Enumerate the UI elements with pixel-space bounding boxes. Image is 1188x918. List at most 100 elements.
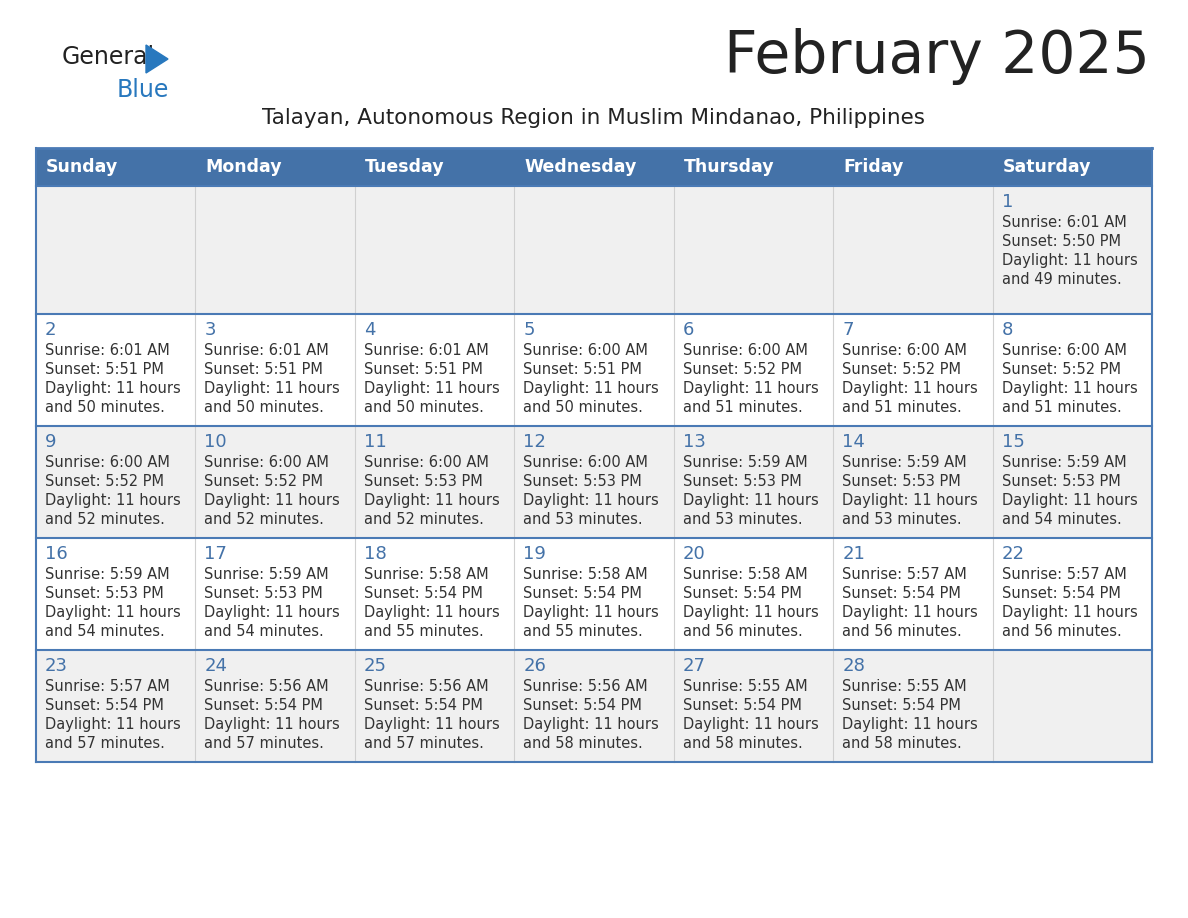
Text: 26: 26 [523,657,546,675]
Text: Friday: Friday [843,158,904,176]
Bar [674,186,833,314]
Bar [992,426,1152,538]
Bar [36,186,196,314]
Text: Daylight: 11 hours: Daylight: 11 hours [45,381,181,396]
Text: Sunset: 5:54 PM: Sunset: 5:54 PM [842,586,961,601]
Text: and 56 minutes.: and 56 minutes. [1001,624,1121,639]
Bar [674,426,833,538]
Text: Sunset: 5:52 PM: Sunset: 5:52 PM [204,474,323,489]
Text: Sunset: 5:53 PM: Sunset: 5:53 PM [523,474,642,489]
Text: 22: 22 [1001,545,1024,563]
Text: Sunrise: 5:59 AM: Sunrise: 5:59 AM [683,455,808,470]
Text: 1: 1 [1001,193,1013,211]
Text: and 50 minutes.: and 50 minutes. [523,400,643,415]
Text: Daylight: 11 hours: Daylight: 11 hours [683,493,819,508]
Text: 9: 9 [45,433,57,451]
Text: Daylight: 11 hours: Daylight: 11 hours [45,493,181,508]
Text: Tuesday: Tuesday [365,158,444,176]
Text: Daylight: 11 hours: Daylight: 11 hours [364,605,500,620]
Text: Daylight: 11 hours: Daylight: 11 hours [364,381,500,396]
Bar [833,426,992,538]
Text: and 55 minutes.: and 55 minutes. [523,624,643,639]
Text: 23: 23 [45,657,68,675]
Text: 25: 25 [364,657,387,675]
Text: Sunset: 5:54 PM: Sunset: 5:54 PM [45,698,164,713]
Text: 13: 13 [683,433,706,451]
Text: and 50 minutes.: and 50 minutes. [45,400,165,415]
Text: and 54 minutes.: and 54 minutes. [204,624,324,639]
Text: Sunset: 5:52 PM: Sunset: 5:52 PM [683,362,802,377]
Text: Daylight: 11 hours: Daylight: 11 hours [45,605,181,620]
Text: 4: 4 [364,321,375,339]
Text: Sunset: 5:53 PM: Sunset: 5:53 PM [683,474,802,489]
Text: Sunrise: 6:00 AM: Sunrise: 6:00 AM [842,343,967,358]
Text: Sunrise: 6:00 AM: Sunrise: 6:00 AM [204,455,329,470]
Text: and 50 minutes.: and 50 minutes. [204,400,324,415]
Text: and 54 minutes.: and 54 minutes. [45,624,165,639]
Text: February 2025: February 2025 [725,28,1150,85]
Text: 27: 27 [683,657,706,675]
Text: and 53 minutes.: and 53 minutes. [523,512,643,527]
Text: 8: 8 [1001,321,1013,339]
Text: Daylight: 11 hours: Daylight: 11 hours [204,717,340,732]
Text: 10: 10 [204,433,227,451]
Text: Wednesday: Wednesday [524,158,637,176]
Bar [36,314,196,426]
Bar [833,148,992,186]
Bar [833,186,992,314]
Text: Daylight: 11 hours: Daylight: 11 hours [683,717,819,732]
Text: Sunset: 5:53 PM: Sunset: 5:53 PM [842,474,961,489]
Text: 24: 24 [204,657,227,675]
Text: Sunrise: 5:55 AM: Sunrise: 5:55 AM [683,679,808,694]
Text: Daylight: 11 hours: Daylight: 11 hours [842,381,978,396]
Bar [355,426,514,538]
Bar [196,426,355,538]
Text: 7: 7 [842,321,854,339]
Text: Sunrise: 5:56 AM: Sunrise: 5:56 AM [523,679,647,694]
Text: Sunset: 5:54 PM: Sunset: 5:54 PM [364,698,482,713]
Text: Daylight: 11 hours: Daylight: 11 hours [204,493,340,508]
Text: 18: 18 [364,545,386,563]
Bar [36,650,196,762]
Text: 2: 2 [45,321,57,339]
Text: Talayan, Autonomous Region in Muslim Mindanao, Philippines: Talayan, Autonomous Region in Muslim Min… [263,108,925,128]
Text: Sunrise: 6:01 AM: Sunrise: 6:01 AM [364,343,488,358]
Text: Sunrise: 5:59 AM: Sunrise: 5:59 AM [842,455,967,470]
Text: and 58 minutes.: and 58 minutes. [523,736,643,751]
Text: Sunset: 5:53 PM: Sunset: 5:53 PM [364,474,482,489]
Text: Sunrise: 6:01 AM: Sunrise: 6:01 AM [45,343,170,358]
Text: Daylight: 11 hours: Daylight: 11 hours [523,717,659,732]
Text: and 58 minutes.: and 58 minutes. [683,736,802,751]
Text: Daylight: 11 hours: Daylight: 11 hours [842,605,978,620]
Text: Sunday: Sunday [46,158,119,176]
Text: and 52 minutes.: and 52 minutes. [204,512,324,527]
Text: 3: 3 [204,321,216,339]
Text: Sunset: 5:54 PM: Sunset: 5:54 PM [204,698,323,713]
Text: Daylight: 11 hours: Daylight: 11 hours [364,717,500,732]
Text: Daylight: 11 hours: Daylight: 11 hours [683,381,819,396]
Bar [674,148,833,186]
Text: Daylight: 11 hours: Daylight: 11 hours [842,493,978,508]
Text: Sunset: 5:51 PM: Sunset: 5:51 PM [364,362,482,377]
Text: Sunset: 5:53 PM: Sunset: 5:53 PM [204,586,323,601]
Text: Sunset: 5:54 PM: Sunset: 5:54 PM [523,698,643,713]
Bar [355,538,514,650]
Text: Sunrise: 5:55 AM: Sunrise: 5:55 AM [842,679,967,694]
Text: 16: 16 [45,545,68,563]
Text: Sunrise: 5:59 AM: Sunrise: 5:59 AM [45,567,170,582]
Text: Daylight: 11 hours: Daylight: 11 hours [842,717,978,732]
Bar [196,148,355,186]
Text: Sunrise: 6:00 AM: Sunrise: 6:00 AM [523,455,649,470]
Text: Sunrise: 5:58 AM: Sunrise: 5:58 AM [683,567,808,582]
Text: 12: 12 [523,433,546,451]
Bar [674,650,833,762]
Text: Sunrise: 5:56 AM: Sunrise: 5:56 AM [364,679,488,694]
Text: and 54 minutes.: and 54 minutes. [1001,512,1121,527]
Text: and 52 minutes.: and 52 minutes. [45,512,165,527]
Text: and 53 minutes.: and 53 minutes. [683,512,802,527]
Bar [36,538,196,650]
Text: and 57 minutes.: and 57 minutes. [204,736,324,751]
Text: Sunset: 5:54 PM: Sunset: 5:54 PM [1001,586,1120,601]
Bar [355,650,514,762]
Bar [36,426,196,538]
